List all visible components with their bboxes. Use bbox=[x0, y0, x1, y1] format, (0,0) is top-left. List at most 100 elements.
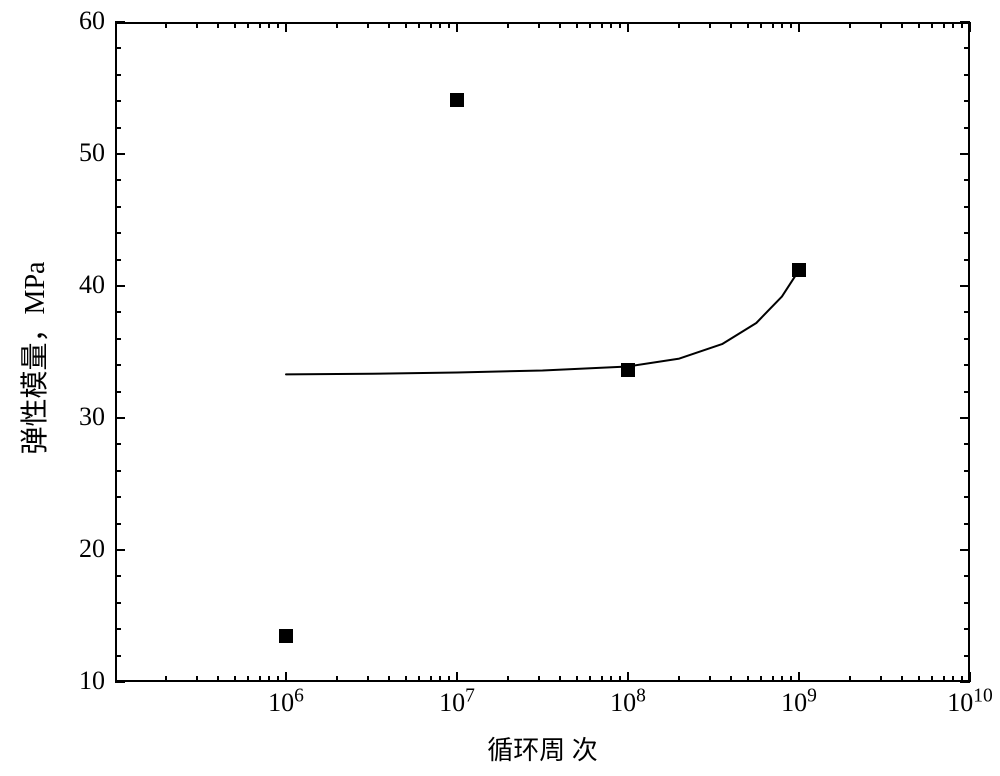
y-minor-tick-right bbox=[964, 74, 970, 76]
y-major-tick-right bbox=[960, 417, 970, 419]
y-minor-tick-right bbox=[964, 179, 970, 181]
x-minor-tick-top bbox=[760, 22, 762, 28]
x-minor-tick bbox=[601, 676, 603, 682]
data-point bbox=[621, 363, 635, 377]
x-minor-tick bbox=[901, 676, 903, 682]
x-minor-tick bbox=[388, 676, 390, 682]
y-minor-tick bbox=[115, 232, 121, 234]
x-minor-tick bbox=[781, 676, 783, 682]
y-minor-tick-right bbox=[964, 311, 970, 313]
y-minor-tick bbox=[115, 100, 121, 102]
y-minor-tick bbox=[115, 364, 121, 366]
y-minor-tick-right bbox=[964, 127, 970, 129]
x-minor-tick bbox=[747, 676, 749, 682]
x-minor-tick-top bbox=[165, 22, 167, 28]
y-minor-tick bbox=[115, 259, 121, 261]
y-minor-tick bbox=[115, 206, 121, 208]
y-minor-tick-right bbox=[964, 232, 970, 234]
x-minor-tick bbox=[405, 676, 407, 682]
y-minor-tick bbox=[115, 655, 121, 657]
y-minor-tick bbox=[115, 575, 121, 577]
y-minor-tick bbox=[115, 602, 121, 604]
x-major-tick bbox=[285, 672, 287, 682]
y-minor-tick bbox=[115, 74, 121, 76]
x-minor-tick bbox=[760, 676, 762, 682]
x-minor-tick-top bbox=[388, 22, 390, 28]
x-minor-tick-top bbox=[952, 22, 954, 28]
y-minor-tick-right bbox=[964, 575, 970, 577]
y-tick-label: 10 bbox=[79, 666, 105, 696]
y-minor-tick bbox=[115, 338, 121, 340]
y-major-tick-right bbox=[960, 549, 970, 551]
y-minor-tick-right bbox=[964, 602, 970, 604]
x-minor-tick-top bbox=[610, 22, 612, 28]
x-minor-tick-top bbox=[268, 22, 270, 28]
y-major-tick bbox=[115, 417, 125, 419]
y-minor-tick bbox=[115, 47, 121, 49]
x-tick-label: 109 bbox=[769, 688, 829, 718]
x-minor-tick bbox=[430, 676, 432, 682]
x-minor-tick-top bbox=[781, 22, 783, 28]
x-minor-tick-top bbox=[538, 22, 540, 28]
x-minor-tick-top bbox=[678, 22, 680, 28]
y-major-tick bbox=[115, 681, 125, 683]
x-minor-tick bbox=[418, 676, 420, 682]
x-minor-tick bbox=[165, 676, 167, 682]
x-minor-tick-top bbox=[747, 22, 749, 28]
y-minor-tick-right bbox=[964, 496, 970, 498]
x-tick-label: 108 bbox=[598, 688, 658, 718]
x-minor-tick bbox=[589, 676, 591, 682]
x-minor-tick bbox=[952, 676, 954, 682]
x-minor-tick-top bbox=[247, 22, 249, 28]
data-point bbox=[792, 263, 806, 277]
x-minor-tick-top bbox=[217, 22, 219, 28]
x-minor-tick bbox=[336, 676, 338, 682]
x-minor-tick bbox=[217, 676, 219, 682]
x-minor-tick-top bbox=[730, 22, 732, 28]
x-minor-tick bbox=[247, 676, 249, 682]
x-minor-tick-top bbox=[430, 22, 432, 28]
x-minor-tick-top bbox=[418, 22, 420, 28]
x-minor-tick bbox=[268, 676, 270, 682]
x-minor-tick bbox=[439, 676, 441, 682]
y-major-tick bbox=[115, 21, 125, 23]
x-minor-tick-top bbox=[709, 22, 711, 28]
x-minor-tick-top bbox=[576, 22, 578, 28]
data-point bbox=[450, 93, 464, 107]
y-minor-tick-right bbox=[964, 391, 970, 393]
x-minor-tick-top bbox=[234, 22, 236, 28]
x-minor-tick-top bbox=[790, 22, 792, 28]
y-minor-tick bbox=[115, 443, 121, 445]
x-minor-tick bbox=[772, 676, 774, 682]
chart-root: 弹性模量，MPa 循环周 次 1020304050601061071081091… bbox=[0, 0, 1000, 776]
y-minor-tick bbox=[115, 628, 121, 630]
x-minor-tick bbox=[277, 676, 279, 682]
y-minor-tick-right bbox=[964, 47, 970, 49]
x-minor-tick-top bbox=[259, 22, 261, 28]
x-major-tick bbox=[456, 672, 458, 682]
x-minor-tick-top bbox=[336, 22, 338, 28]
y-tick-label: 60 bbox=[79, 6, 105, 36]
y-minor-tick-right bbox=[964, 259, 970, 261]
x-minor-tick bbox=[507, 676, 509, 682]
y-tick-label: 40 bbox=[79, 270, 105, 300]
x-minor-tick-top bbox=[943, 22, 945, 28]
x-minor-tick-top bbox=[901, 22, 903, 28]
x-minor-tick bbox=[931, 676, 933, 682]
x-minor-tick-top bbox=[931, 22, 933, 28]
x-minor-tick-top bbox=[439, 22, 441, 28]
y-minor-tick bbox=[115, 391, 121, 393]
x-minor-tick-top bbox=[601, 22, 603, 28]
x-minor-tick bbox=[448, 676, 450, 682]
data-point bbox=[279, 629, 293, 643]
x-major-tick bbox=[969, 672, 971, 682]
y-minor-tick-right bbox=[964, 206, 970, 208]
x-minor-tick-top bbox=[277, 22, 279, 28]
x-major-tick-top bbox=[285, 22, 287, 32]
x-minor-tick-top bbox=[196, 22, 198, 28]
x-major-tick-top bbox=[969, 22, 971, 32]
y-major-tick-right bbox=[960, 285, 970, 287]
x-minor-tick bbox=[367, 676, 369, 682]
x-minor-tick-top bbox=[589, 22, 591, 28]
x-minor-tick bbox=[918, 676, 920, 682]
